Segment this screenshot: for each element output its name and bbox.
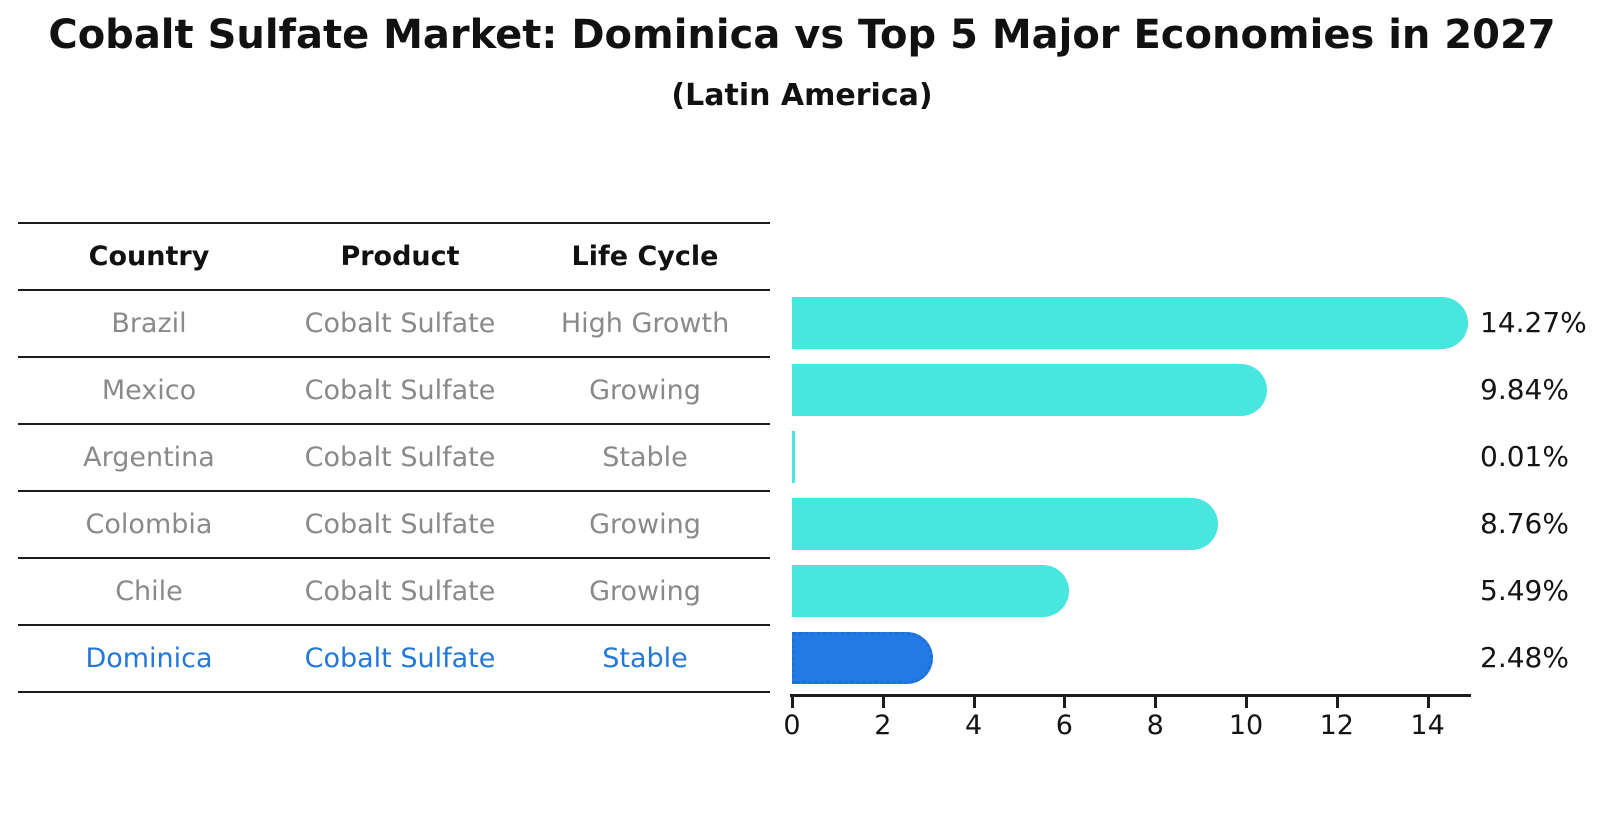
table-row-chile: Chile Cobalt Sulfate Growing <box>18 559 770 626</box>
table-header-life-cycle: Life Cycle <box>571 241 719 272</box>
value-label-dominica: 2.48% <box>1480 640 1569 674</box>
x-tick-label-10: 10 <box>1228 710 1264 741</box>
x-tick-6 <box>1063 697 1067 708</box>
x-tick-14 <box>1426 697 1430 708</box>
cell-life-cycle-chile: Growing <box>589 576 701 607</box>
bar-dominica <box>792 631 933 684</box>
table-header-row: Country Product Life Cycle <box>18 224 770 291</box>
table-row-dominica: Dominica Cobalt Sulfate Stable <box>18 626 770 693</box>
cell-country-chile: Chile <box>115 576 183 607</box>
cell-product-brazil: Cobalt Sulfate <box>304 308 496 339</box>
table-header-product: Product <box>340 241 460 272</box>
cell-life-cycle-colombia: Growing <box>589 509 701 540</box>
x-tick-label-0: 0 <box>783 710 801 741</box>
x-tick-label-12: 12 <box>1319 710 1354 741</box>
bar-mexico <box>792 363 1267 416</box>
cell-life-cycle-mexico: Growing <box>589 375 701 406</box>
cell-life-cycle-dominica: Stable <box>602 643 688 674</box>
bar-chile <box>792 564 1069 617</box>
table-row-mexico: Mexico Cobalt Sulfate Growing <box>18 358 770 425</box>
x-tick-10 <box>1245 697 1248 708</box>
cell-country-colombia: Colombia <box>85 509 213 540</box>
cell-life-cycle-brazil: High Growth <box>560 308 730 339</box>
x-tick-12 <box>1335 697 1339 708</box>
value-label-argentina: 0.01% <box>1480 439 1569 473</box>
value-label-brazil: 14.27% <box>1480 305 1587 339</box>
x-axis-line <box>790 694 1471 697</box>
x-tick-0 <box>791 697 794 708</box>
chart-subtitle: (Latin America) <box>671 78 933 113</box>
cell-product-dominica: Cobalt Sulfate <box>304 643 496 674</box>
x-tick-label-6: 6 <box>1055 710 1073 741</box>
cell-country-argentina: Argentina <box>83 442 215 473</box>
bar-colombia <box>792 497 1218 550</box>
table-row-brazil: Brazil Cobalt Sulfate High Growth <box>18 291 770 358</box>
cell-life-cycle-argentina: Stable <box>602 442 688 473</box>
chart-title: Cobalt Sulfate Market: Dominica vs Top 5… <box>48 12 1556 58</box>
value-label-chile: 5.49% <box>1480 573 1569 607</box>
cell-product-argentina: Cobalt Sulfate <box>304 442 496 473</box>
x-tick-2 <box>881 697 885 708</box>
cell-country-mexico: Mexico <box>101 375 197 406</box>
x-tick-label-8: 8 <box>1146 710 1164 741</box>
bar-argentina <box>792 430 795 483</box>
cell-product-colombia: Cobalt Sulfate <box>304 509 496 540</box>
x-tick-label-4: 4 <box>965 710 983 741</box>
x-tick-label-2: 2 <box>874 710 892 741</box>
value-label-colombia: 8.76% <box>1480 506 1569 540</box>
cell-product-mexico: Cobalt Sulfate <box>304 375 496 406</box>
value-label-mexico: 9.84% <box>1480 372 1569 406</box>
cell-country-brazil: Brazil <box>111 308 187 339</box>
cell-country-dominica: Dominica <box>85 643 213 674</box>
x-tick-8 <box>1154 697 1158 708</box>
table-row-argentina: Argentina Cobalt Sulfate Stable <box>18 425 770 492</box>
cell-product-chile: Cobalt Sulfate <box>304 576 496 607</box>
country-table: Country Product Life Cycle Brazil Cobalt Su… <box>18 222 770 693</box>
table-row-colombia: Colombia Cobalt Sulfate Growing <box>18 492 770 559</box>
x-tick-label-14: 14 <box>1410 710 1445 741</box>
table-header-country: Country <box>88 241 210 272</box>
x-tick-4 <box>972 697 976 708</box>
bar-brazil <box>792 296 1468 349</box>
